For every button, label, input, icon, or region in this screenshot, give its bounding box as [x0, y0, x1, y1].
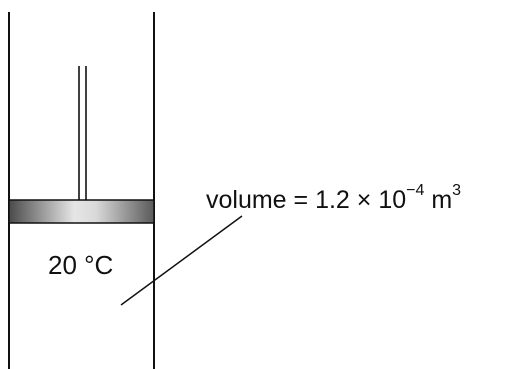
piston: [8, 199, 155, 224]
volume-leader-line: [120, 215, 243, 306]
volume-label: volume = 1.2 × 10−4 m3: [206, 182, 461, 215]
volume-label-text: volume = 1.2 × 10: [206, 186, 407, 214]
volume-unit-power: 3: [452, 181, 462, 199]
volume-unit: m: [424, 186, 453, 214]
volume-exponent: −4: [406, 181, 425, 199]
piston-rod: [78, 66, 87, 200]
temperature-label: 20 °C: [48, 250, 114, 280]
